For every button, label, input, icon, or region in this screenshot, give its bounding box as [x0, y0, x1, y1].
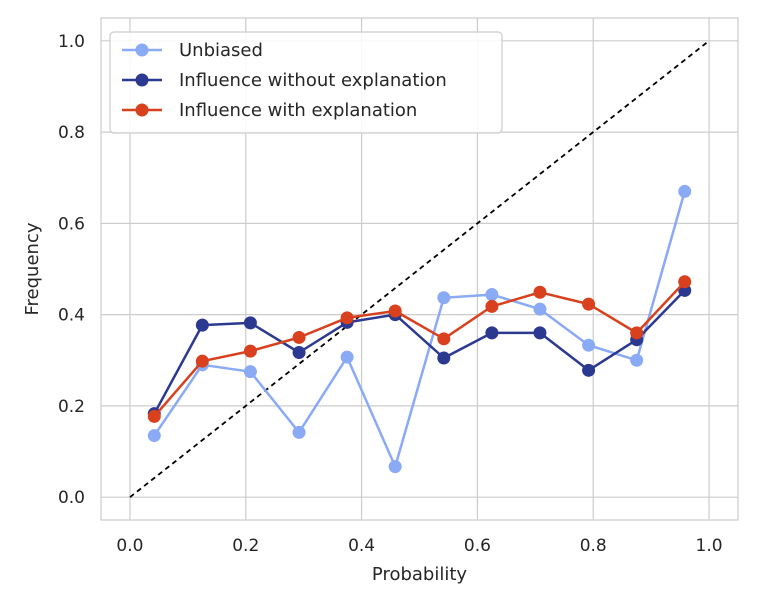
data-point	[195, 354, 209, 368]
data-point	[533, 326, 547, 340]
data-point	[437, 291, 451, 305]
y-tick-label: 0.0	[58, 488, 85, 508]
reference-line-layer	[129, 40, 710, 498]
legend-item: Influence with explanation	[122, 100, 417, 121]
y-tick-label: 1.0	[58, 32, 85, 52]
x-tick-label: 0.4	[348, 536, 375, 556]
series-line	[153, 191, 686, 468]
data-point	[582, 297, 596, 311]
x-axis-label: Probability	[372, 564, 467, 585]
data-point	[533, 285, 547, 299]
data-point	[485, 326, 499, 340]
data-point	[630, 353, 644, 367]
legend-label: Influence with explanation	[179, 100, 417, 121]
series-layer	[147, 184, 692, 474]
data-point	[630, 326, 644, 340]
y-axis-label: Frequency	[22, 222, 43, 315]
plot-frame	[100, 17, 739, 521]
data-point	[340, 350, 354, 364]
series-2	[147, 275, 692, 423]
legend-item: Unbiased	[122, 40, 263, 61]
y-tick-label: 0.4	[58, 306, 85, 326]
y-tick-labels: 0.0 0.2 0.4 0.6 0.8 1.0	[58, 32, 85, 508]
series-line	[153, 280, 686, 418]
data-point	[485, 288, 499, 302]
y-tick-label: 0.2	[58, 397, 85, 417]
legend-marker	[135, 43, 149, 57]
data-point	[437, 351, 451, 365]
x-tick-label: 0.0	[116, 536, 143, 556]
data-point	[147, 429, 161, 443]
data-point	[243, 344, 257, 358]
data-point	[485, 299, 499, 313]
data-point	[437, 332, 451, 346]
legend-label: Influence without explanation	[179, 70, 447, 91]
x-tick-label: 0.8	[580, 536, 607, 556]
data-point	[678, 275, 692, 289]
legend-label: Unbiased	[179, 40, 263, 61]
perfect-calibration-line	[129, 40, 710, 498]
y-tick-label: 0.6	[58, 214, 85, 234]
data-point	[340, 311, 354, 325]
legend-item: Influence without explanation	[122, 70, 447, 91]
legend: Unbiased Influence without explanation Inf…	[109, 31, 503, 134]
x-tick-labels: 0.0 0.2 0.4 0.6 0.8 1.0	[116, 536, 722, 556]
series-line	[153, 289, 686, 415]
data-point	[292, 346, 306, 360]
data-point	[243, 316, 257, 330]
x-tick-label: 0.2	[232, 536, 259, 556]
x-tick-label: 1.0	[696, 536, 723, 556]
data-point	[292, 330, 306, 344]
y-tick-label: 0.8	[58, 123, 85, 143]
data-point	[147, 409, 161, 423]
data-point	[678, 184, 692, 198]
legend-marker	[135, 103, 149, 117]
x-tick-label: 0.6	[464, 536, 491, 556]
data-point	[533, 302, 547, 316]
data-point	[243, 365, 257, 379]
legend-box	[109, 31, 503, 134]
data-point	[195, 318, 209, 332]
legend-marker	[135, 73, 149, 87]
data-point	[582, 363, 596, 377]
data-point	[388, 304, 402, 318]
data-point	[292, 425, 306, 439]
data-point	[388, 460, 402, 474]
data-point	[582, 338, 596, 352]
